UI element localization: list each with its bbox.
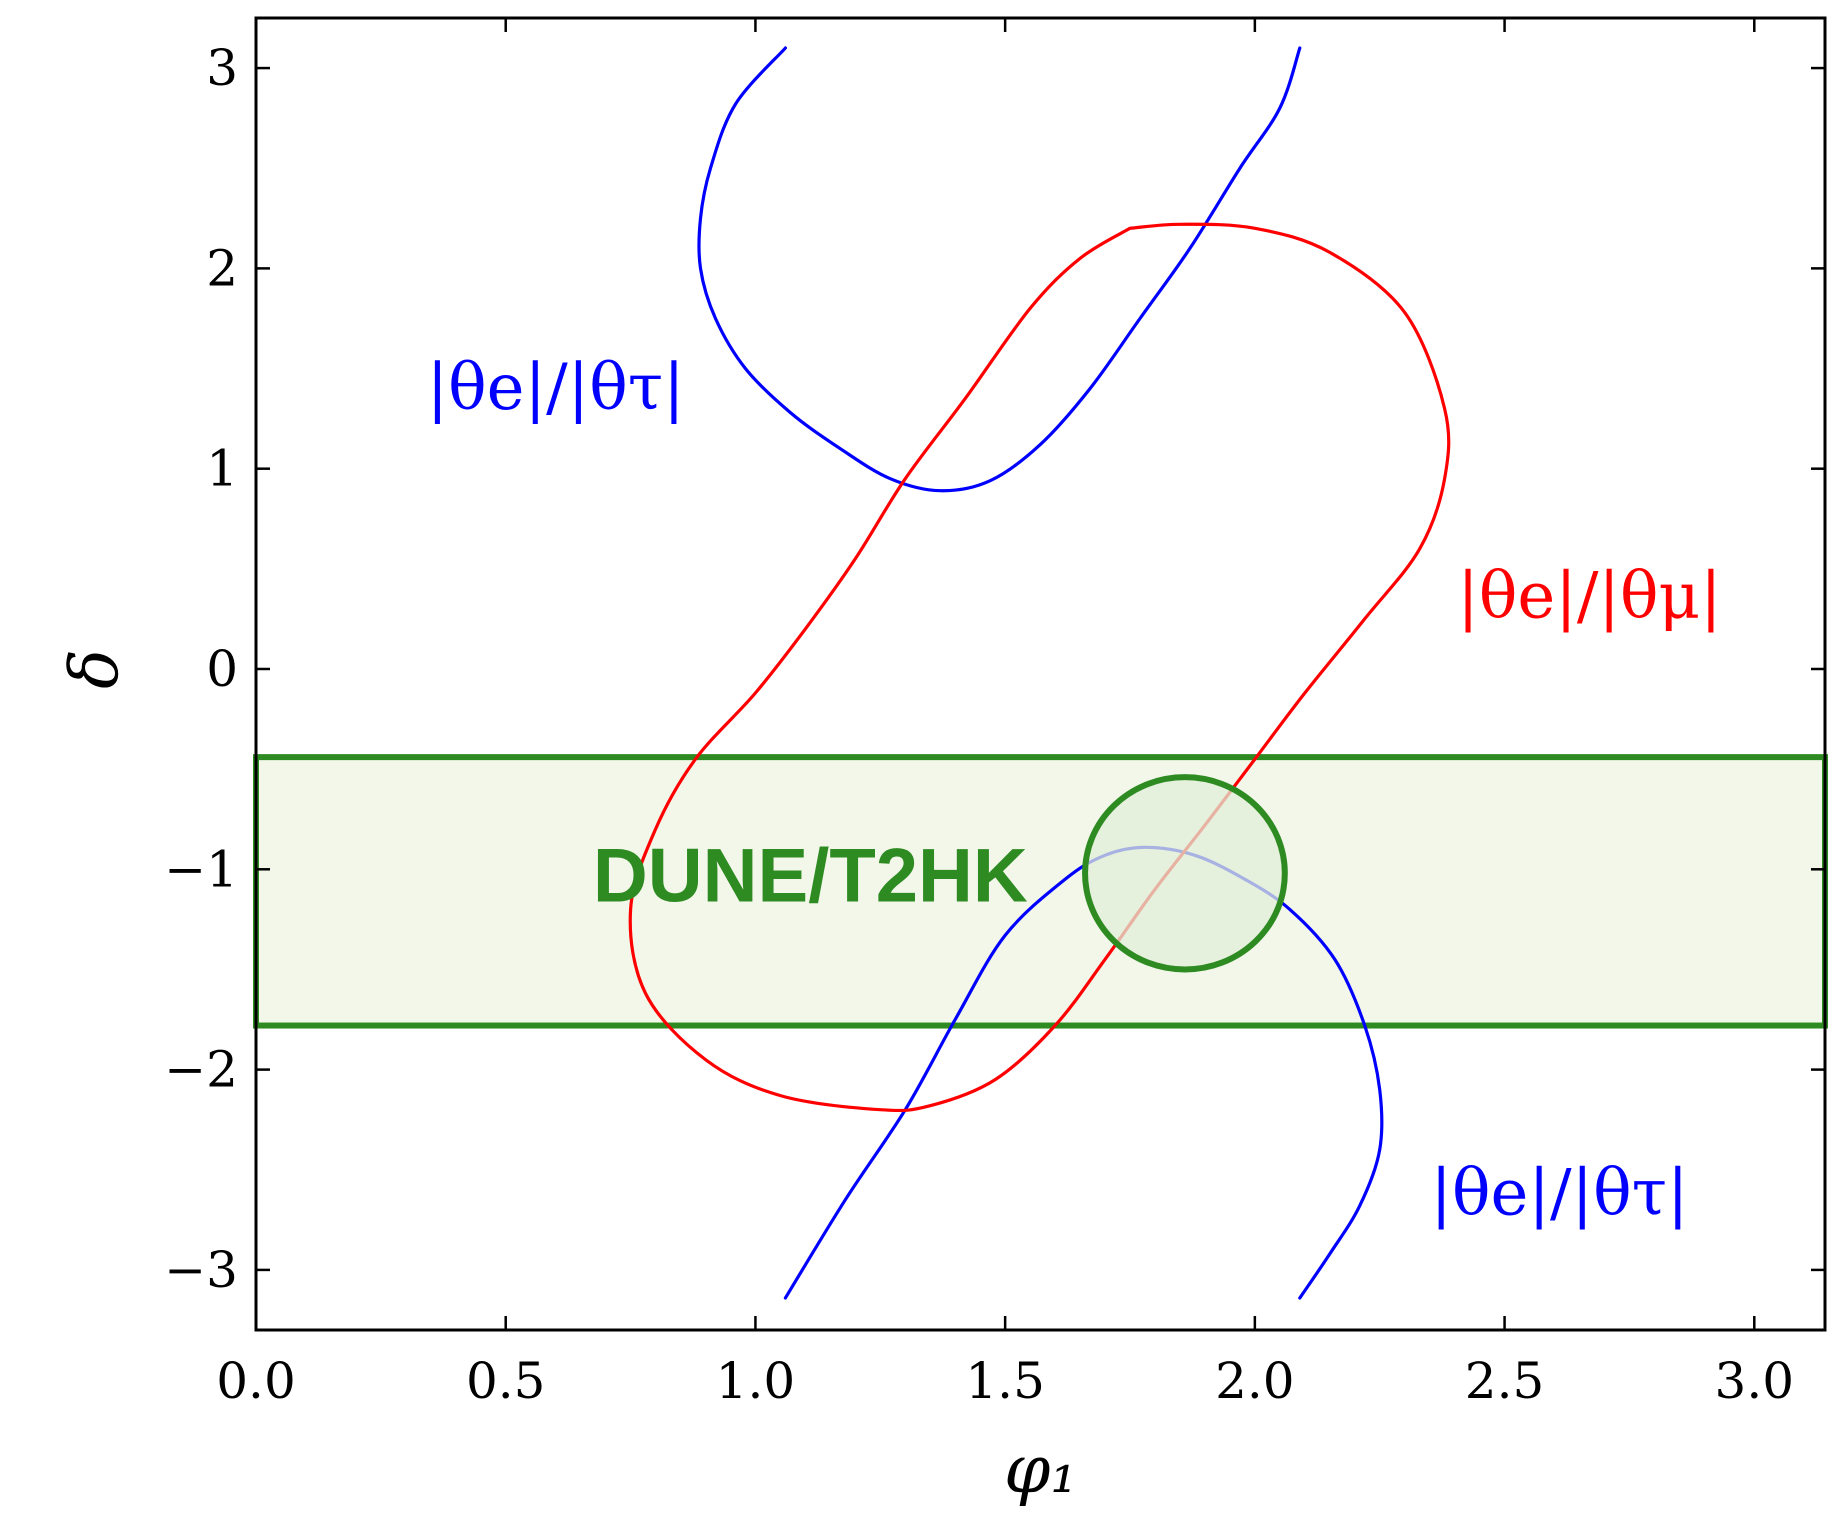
y-tick-label: 0: [206, 640, 238, 698]
annotation-layer: |θe|/|θτ| |θe|/|θμ| |θe|/|θτ|: [427, 351, 1722, 1230]
y-tick-label: −3: [164, 1241, 238, 1299]
y-axis-label: δ: [56, 649, 133, 689]
highlight-circle: [1082, 774, 1288, 973]
plot-frame: [254, 16, 1827, 1332]
band-layer: [253, 754, 1828, 1029]
x-tick-label: 1.0: [716, 1352, 796, 1410]
tick-layer: 0.0 0.5 1.0 1.5 2.0 2.5 3.0 −3 −2 −1 0 1 2 3: [164, 18, 1825, 1410]
y-tick-label: 2: [206, 239, 238, 297]
x-tick-label: 0.5: [466, 1352, 546, 1410]
y-tick-label: 1: [206, 440, 238, 498]
curve-annotation-0: |θe|/|θτ|: [427, 351, 685, 425]
y-tick-label: 3: [206, 39, 238, 97]
x-tick-label: 0.0: [216, 1352, 296, 1410]
x-axis-label: φ₁: [1004, 1431, 1077, 1508]
series-0-segment-0-line: [697, 46, 1302, 493]
x-tick-label: 1.5: [965, 1352, 1045, 1410]
curve-layer: [628, 46, 1451, 1300]
x-tick-label: 2.5: [1465, 1352, 1545, 1410]
y-tick-label: −2: [164, 1041, 238, 1099]
curve-annotation-2: |θe|/|θτ|: [1430, 1156, 1688, 1230]
curve-annotation-1: |θe|/|θμ|: [1457, 559, 1721, 633]
dune-t2hk-band: [253, 754, 1828, 1029]
x-tick-label: 2.0: [1215, 1352, 1295, 1410]
y-tick-label: −1: [164, 840, 238, 898]
x-tick-label: 3.0: [1715, 1352, 1795, 1410]
band-label: DUNE/T2HK: [593, 833, 1028, 918]
circle-layer: [1082, 774, 1288, 973]
series-1-segment-0-line: [628, 222, 1451, 1113]
